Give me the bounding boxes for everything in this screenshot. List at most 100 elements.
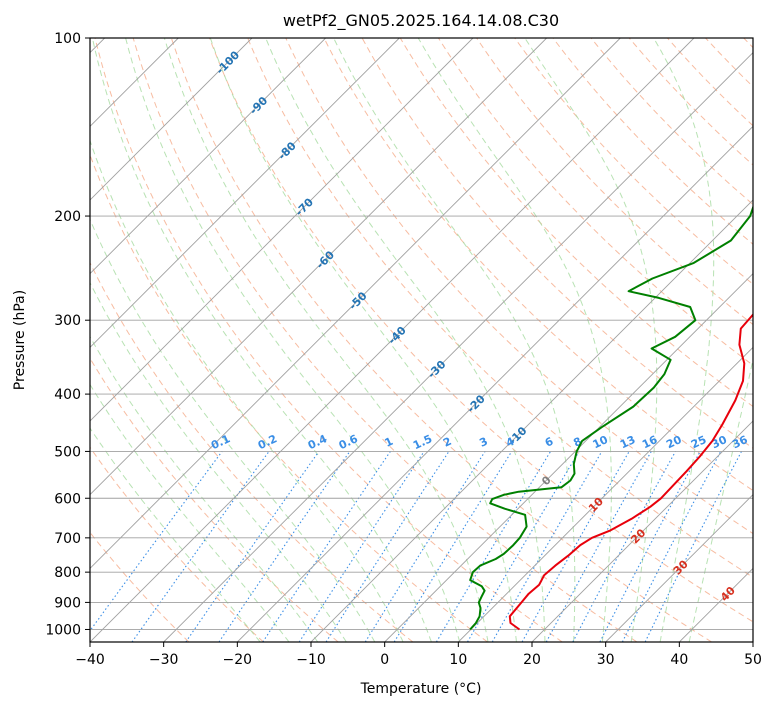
mixing-ratio-label: 16 xyxy=(640,433,660,451)
y-tick-label: 600 xyxy=(54,491,81,507)
mixing-ratio-label-text: 36 xyxy=(730,433,750,451)
mixing-ratio-line xyxy=(262,451,391,642)
moist-adiabat xyxy=(653,38,715,642)
x-tick-label: −40 xyxy=(75,652,105,668)
mixing-ratio-lines xyxy=(90,451,742,642)
mixing-ratio-label: 36 xyxy=(730,433,750,451)
isotherm-line xyxy=(90,38,621,569)
x-tick-label: 0 xyxy=(380,652,389,668)
y-tick-label: 500 xyxy=(54,444,81,460)
dry-adiabat xyxy=(323,38,753,492)
mixing-ratio-label-text: 13 xyxy=(618,433,637,451)
x-tick-label: 50 xyxy=(744,652,762,668)
moist-adiabat xyxy=(90,139,404,642)
isotherm-line xyxy=(90,38,695,642)
mixing-ratio-line xyxy=(218,451,351,642)
mixing-ratio-line xyxy=(298,451,425,642)
y-tick-label: 900 xyxy=(54,595,81,611)
x-axis-label: Temperature (°C) xyxy=(360,681,482,697)
isotherm-line xyxy=(90,38,474,422)
dry-adiabat xyxy=(590,38,753,206)
isotherm-line xyxy=(531,420,753,642)
dry-adiabat xyxy=(476,38,753,326)
y-tick-label: 1000 xyxy=(45,622,81,638)
isotherm-line xyxy=(458,346,753,642)
y-tick-label: 300 xyxy=(54,313,81,329)
dry-adiabat xyxy=(94,38,563,642)
mixing-ratio-line xyxy=(545,451,652,642)
y-tick-label: 200 xyxy=(54,209,81,225)
chart-title: wetPf2_GN05.2025.164.14.08.C30 xyxy=(283,11,559,31)
x-axis-ticks: −40 −30 −20 −10 0 10 20 30 40 50 xyxy=(75,642,762,668)
isotherms xyxy=(90,38,753,642)
isotherm-line xyxy=(605,494,753,642)
mixing-ratio-line xyxy=(325,451,450,642)
mixing-ratio-label: 10 xyxy=(591,433,611,451)
mixing-ratio-label-text: 25 xyxy=(689,433,708,451)
y-tick-label: 700 xyxy=(54,531,81,547)
mixing-ratio-label: 25 xyxy=(689,433,708,451)
y-tick-label: 800 xyxy=(54,565,81,581)
y-axis-label: Pressure (hPa) xyxy=(12,290,28,390)
mixing-ratio-line xyxy=(393,451,513,642)
dry-adiabat xyxy=(514,38,753,285)
mixing-ratio-line xyxy=(185,451,320,642)
x-tick-label: 30 xyxy=(597,652,615,668)
dry-adiabat xyxy=(247,38,753,578)
moist-adiabats xyxy=(90,38,753,642)
moist-adiabat xyxy=(90,427,261,642)
isobars xyxy=(90,38,753,630)
moist-adiabat xyxy=(90,218,376,642)
isotherm-line xyxy=(310,199,753,642)
mixing-ratio-label-text: 16 xyxy=(640,433,660,451)
isotherm-line xyxy=(163,52,753,642)
isotherm-line xyxy=(384,273,753,642)
mixing-ratio-line xyxy=(572,451,676,642)
y-tick-label: 400 xyxy=(54,387,81,403)
mixing-ratio-line xyxy=(644,451,742,642)
mixing-ratio-line xyxy=(90,451,223,632)
x-tick-label: 40 xyxy=(670,652,688,668)
x-tick-label: −30 xyxy=(149,652,179,668)
mixing-ratio-label: 20 xyxy=(664,433,684,451)
moist-adiabat xyxy=(209,38,517,642)
dry-adiabat xyxy=(90,261,414,642)
mixing-ratio-label-text: 20 xyxy=(664,433,684,451)
moist-adiabat xyxy=(265,38,546,642)
profile-series xyxy=(469,204,753,631)
moist-adiabat xyxy=(90,335,319,642)
x-tick-label: −20 xyxy=(223,652,253,668)
dry-adiabat xyxy=(628,38,753,166)
plot-frame xyxy=(89,37,754,643)
mixing-ratio-line xyxy=(621,451,722,642)
x-tick-label: 10 xyxy=(449,652,467,668)
isotherm-line xyxy=(90,38,400,348)
mixing-ratio-line xyxy=(521,451,630,642)
y-tick-label: 100 xyxy=(54,31,81,47)
temperature-profile-line xyxy=(508,313,753,631)
moist-adiabat xyxy=(125,38,461,642)
moist-adiabat xyxy=(91,38,432,642)
dry-adiabat xyxy=(170,38,712,642)
x-tick-label: 20 xyxy=(523,652,541,668)
moist-adiabat xyxy=(90,281,347,642)
isotherm-line xyxy=(90,38,547,496)
dewpoint-profile-line xyxy=(469,204,753,631)
mixing-ratio-label: 13 xyxy=(618,433,637,451)
mixing-ratio-label-text: 10 xyxy=(591,433,611,451)
isotherm-line xyxy=(237,125,753,642)
x-tick-label: −10 xyxy=(296,652,326,668)
dry-adiabat xyxy=(209,38,753,623)
y-axis-ticks: 100 200 300 400 500 600 700 800 900 1000 xyxy=(45,31,90,638)
moist-adiabat xyxy=(333,38,576,642)
moist-adiabat xyxy=(417,38,612,642)
dry-adiabat xyxy=(90,446,264,642)
moist-adiabat xyxy=(90,383,290,642)
isotherm-line xyxy=(90,38,326,275)
dry-adiabat xyxy=(132,38,638,642)
moist-adiabat xyxy=(688,356,753,642)
dry-adiabat xyxy=(399,38,753,408)
isotherm-line xyxy=(90,38,253,201)
